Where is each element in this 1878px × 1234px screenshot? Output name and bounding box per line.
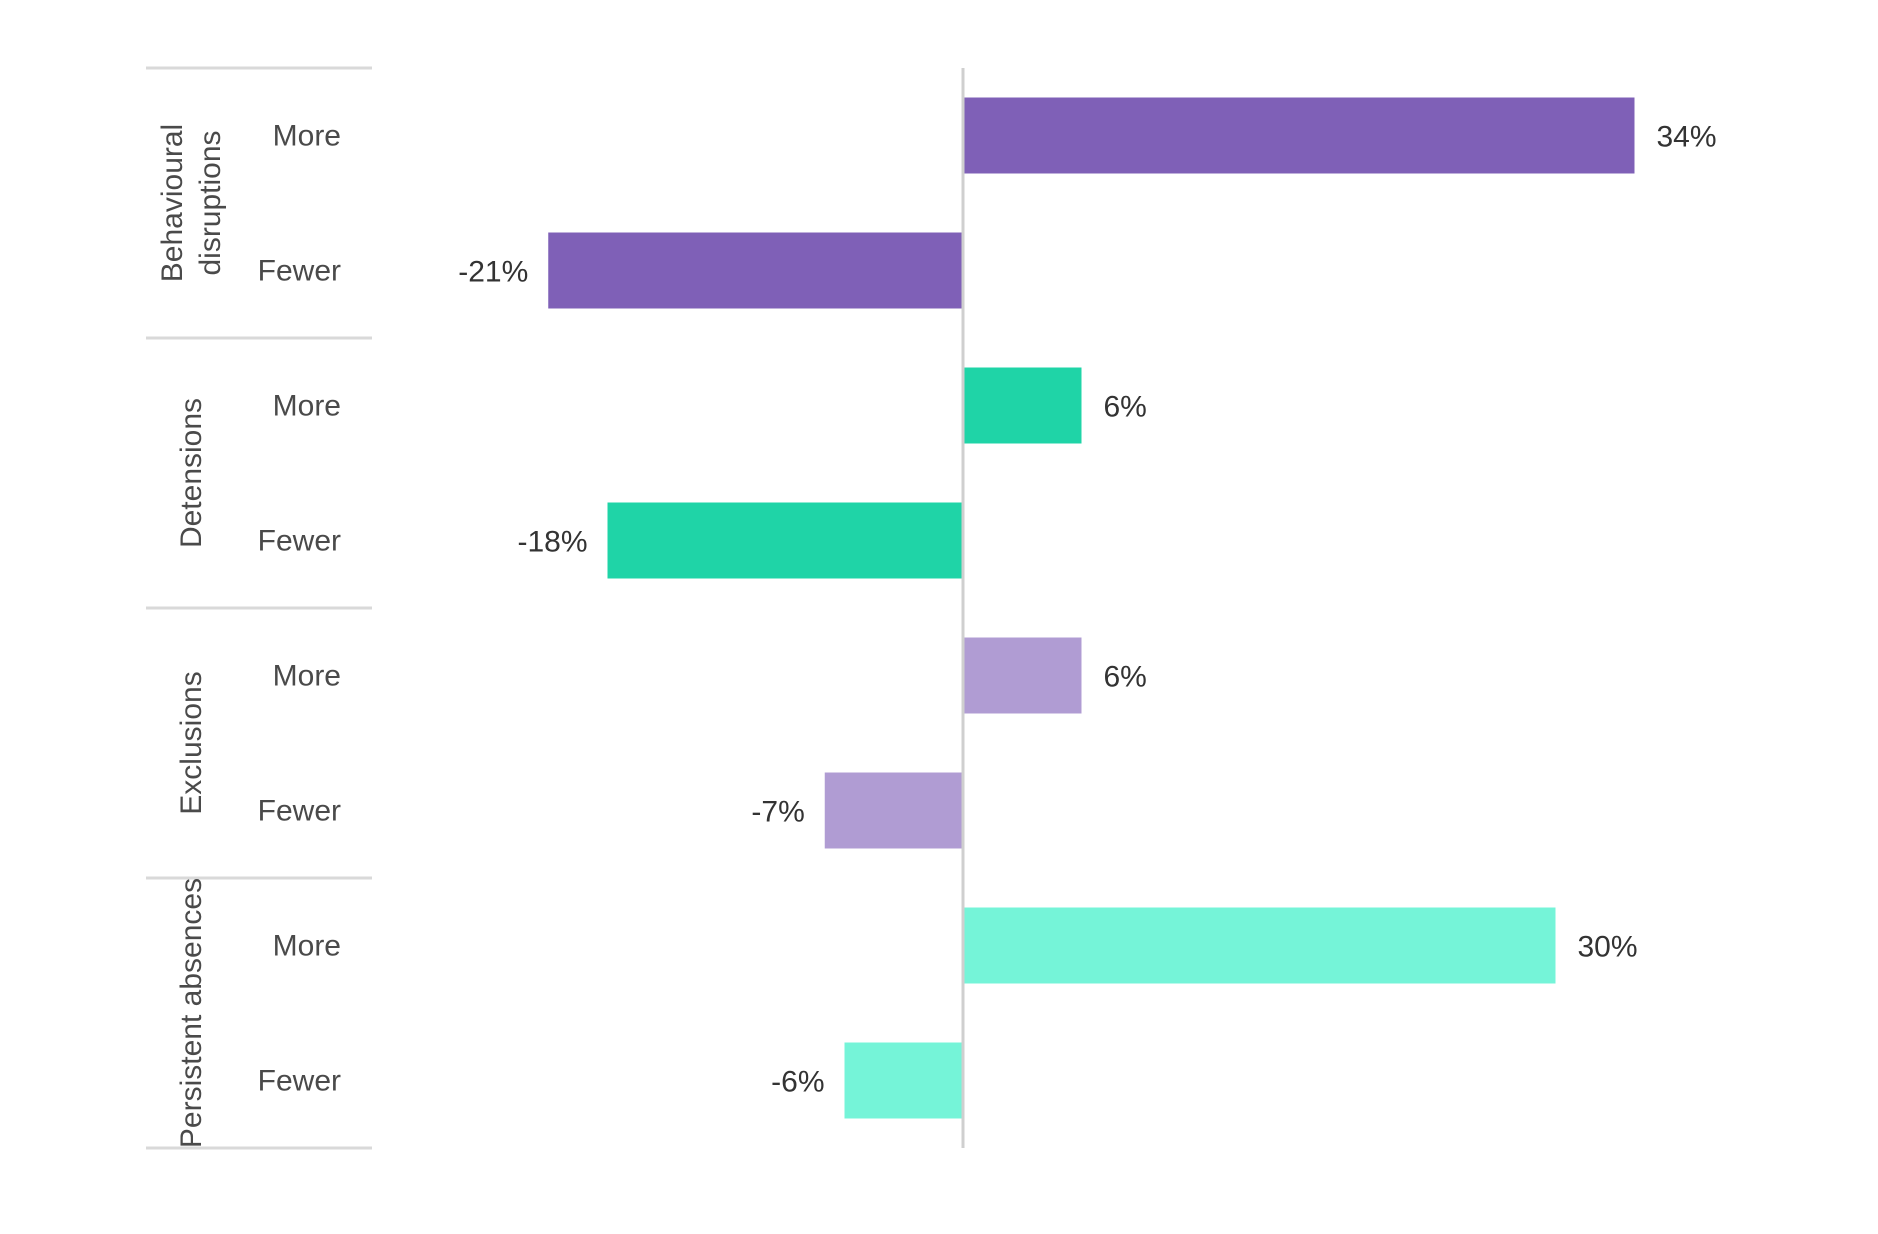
- bar: [963, 637, 1082, 714]
- group-label-line: Persistent absences: [175, 878, 208, 1148]
- category-label: Fewer: [258, 1065, 341, 1098]
- group-label: Detensions: [175, 398, 208, 548]
- category-label: Fewer: [258, 255, 341, 288]
- bar: [824, 772, 963, 849]
- data-label: 6%: [1104, 661, 1147, 694]
- group-label-line: Behavioural: [156, 124, 189, 282]
- bar: [607, 502, 963, 579]
- data-label: -21%: [458, 256, 528, 289]
- group-label: Behavioural disruptions: [156, 124, 227, 282]
- data-label: 6%: [1104, 391, 1147, 424]
- bar: [844, 1042, 963, 1119]
- data-label: -7%: [751, 796, 804, 829]
- group-label: Exclusions: [175, 671, 208, 814]
- data-label: -6%: [771, 1066, 824, 1099]
- bar: [963, 907, 1556, 984]
- data-label: -18%: [517, 526, 587, 559]
- group-label-line: disruptions: [194, 130, 227, 275]
- category-label: Fewer: [258, 795, 341, 828]
- group-label-line: Exclusions: [175, 671, 208, 814]
- category-label: More: [273, 930, 341, 963]
- category-label: Fewer: [258, 525, 341, 558]
- data-label: 30%: [1578, 931, 1638, 964]
- category-label: More: [273, 660, 341, 693]
- data-label: 34%: [1657, 121, 1717, 154]
- bar: [548, 232, 963, 309]
- category-label: More: [273, 120, 341, 153]
- bar: [963, 367, 1082, 444]
- category-label: More: [273, 390, 341, 423]
- group-label: Persistent absences: [175, 878, 208, 1148]
- group-label-line: Detensions: [175, 398, 208, 548]
- bar: [963, 97, 1635, 174]
